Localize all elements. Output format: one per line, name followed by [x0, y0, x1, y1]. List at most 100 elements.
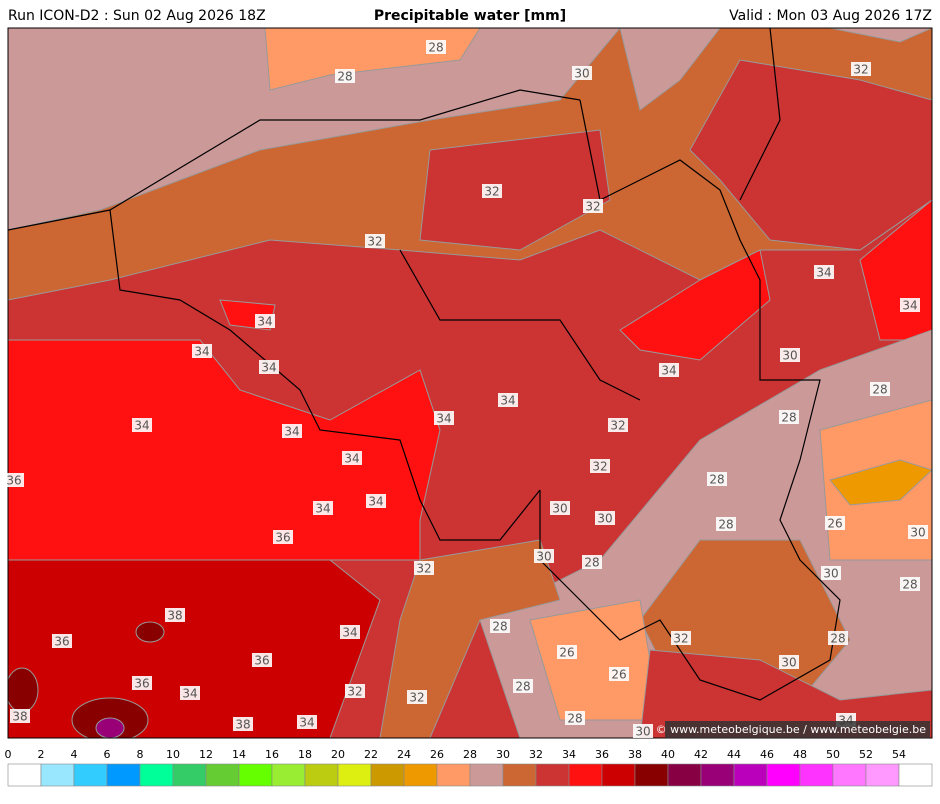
colorbar-tick-label: 46: [760, 748, 774, 761]
contour-label: 32: [367, 235, 382, 249]
contour-label: 26: [559, 646, 574, 660]
label-box: [335, 69, 355, 83]
contour-label: 32: [585, 200, 600, 214]
colorbar-tick-label: 26: [430, 748, 444, 761]
contour-label: 36: [6, 474, 21, 488]
label-box: [255, 314, 275, 328]
color-box: [832, 763, 867, 787]
color-box: [106, 763, 141, 787]
contour-label: 36: [254, 654, 269, 668]
label-box: [342, 451, 362, 465]
colorbar-tick-label: 2: [38, 748, 45, 761]
colorbar-tick-label: 4: [71, 748, 78, 761]
contour-label: 30: [574, 67, 589, 81]
contour-label: 28: [781, 411, 796, 425]
label-box: [165, 608, 185, 622]
label-box: [716, 517, 736, 531]
contour-label: 28: [337, 70, 352, 84]
colorbar-tick-label: 16: [265, 748, 279, 761]
label-box: [595, 511, 615, 525]
label-box: [366, 494, 386, 508]
contour-label: 32: [484, 185, 499, 199]
contour-label: 28: [428, 41, 443, 55]
label-box: [52, 634, 72, 648]
contour-labels: 28 28 30 32 32 32 32 34 34 34 34 30 34 34 28 34 34 34 34 28…: [4, 40, 928, 739]
color-box: [733, 763, 768, 787]
label-box: [434, 411, 454, 425]
contour-label: 34: [299, 716, 314, 730]
contour-label: 30: [781, 656, 796, 670]
label-box: [252, 653, 272, 667]
color-box: [40, 763, 75, 787]
color-box: [73, 763, 108, 787]
label-box: [851, 62, 871, 76]
label-box: [828, 631, 848, 645]
color-box: [634, 763, 669, 787]
contour-label: 34: [342, 626, 357, 640]
label-box: [407, 690, 427, 704]
label-box: [365, 234, 385, 248]
label-box: [565, 711, 585, 725]
map-frame: [7, 27, 933, 739]
label-box: [297, 715, 317, 729]
contour-label: 30: [782, 349, 797, 363]
contour-label: 32: [409, 691, 424, 705]
color-box: [898, 763, 933, 787]
label-box: [779, 655, 799, 669]
colorbar-tick-label: 0: [5, 748, 12, 761]
contour-label: 28: [492, 620, 507, 634]
contour-label: 32: [673, 632, 688, 646]
copyright-box: [665, 721, 930, 738]
label-box: [825, 516, 845, 530]
label-box: [10, 709, 30, 723]
label-box: [192, 344, 212, 358]
contour-label: 30: [910, 526, 925, 540]
contour-label: 28: [584, 556, 599, 570]
label-box: [340, 625, 360, 639]
contour-label: 32: [610, 419, 625, 433]
label-box: [608, 418, 628, 432]
label-box: [259, 360, 279, 374]
label-box: [513, 679, 533, 693]
label-box: [282, 424, 302, 438]
colorbar-tick-label: 8: [137, 748, 144, 761]
contour-label: 34: [436, 412, 451, 426]
colorbar-tick-label: 20: [331, 748, 345, 761]
contour-label: 28: [567, 712, 582, 726]
contour-label: 34: [182, 687, 197, 701]
color-box: [238, 763, 273, 787]
contour-label: 34: [661, 364, 676, 378]
color-box: [766, 763, 801, 787]
label-box: [4, 473, 24, 487]
contour-label: 28: [709, 473, 724, 487]
color-box: [700, 763, 735, 787]
color-box: [667, 763, 702, 787]
label-box: [273, 530, 293, 544]
colorbar: 0 2 4 6 8 10 12 14 16 18 20 22 24 26 28 30 32 34 36 38 40 42 4…: [5, 748, 933, 787]
colorbar-tick-label: 30: [496, 748, 510, 761]
contour-label: 38: [167, 609, 182, 623]
label-box: [414, 561, 434, 575]
color-box: [502, 763, 537, 787]
label-box: [870, 382, 890, 396]
contour-label: 38: [12, 710, 27, 724]
color-box: [304, 763, 339, 787]
contour-label: 26: [611, 668, 626, 682]
colorbar-tick-label: 10: [166, 748, 180, 761]
label-box: [814, 265, 834, 279]
label-box: [583, 199, 603, 213]
colorbar-tick-label: 18: [298, 748, 312, 761]
label-box: [582, 555, 602, 569]
label-box: [557, 645, 577, 659]
contour-label: 34: [902, 299, 917, 313]
colorbar-tick-label: 14: [232, 748, 246, 761]
color-box: [403, 763, 438, 787]
contour-label: 34: [134, 419, 149, 433]
label-box: [490, 619, 510, 633]
contour-label: 30: [536, 550, 551, 564]
label-box: [313, 501, 333, 515]
label-box: [908, 525, 928, 539]
contour-label: 32: [347, 685, 362, 699]
label-box: [345, 684, 365, 698]
color-box: [370, 763, 405, 787]
